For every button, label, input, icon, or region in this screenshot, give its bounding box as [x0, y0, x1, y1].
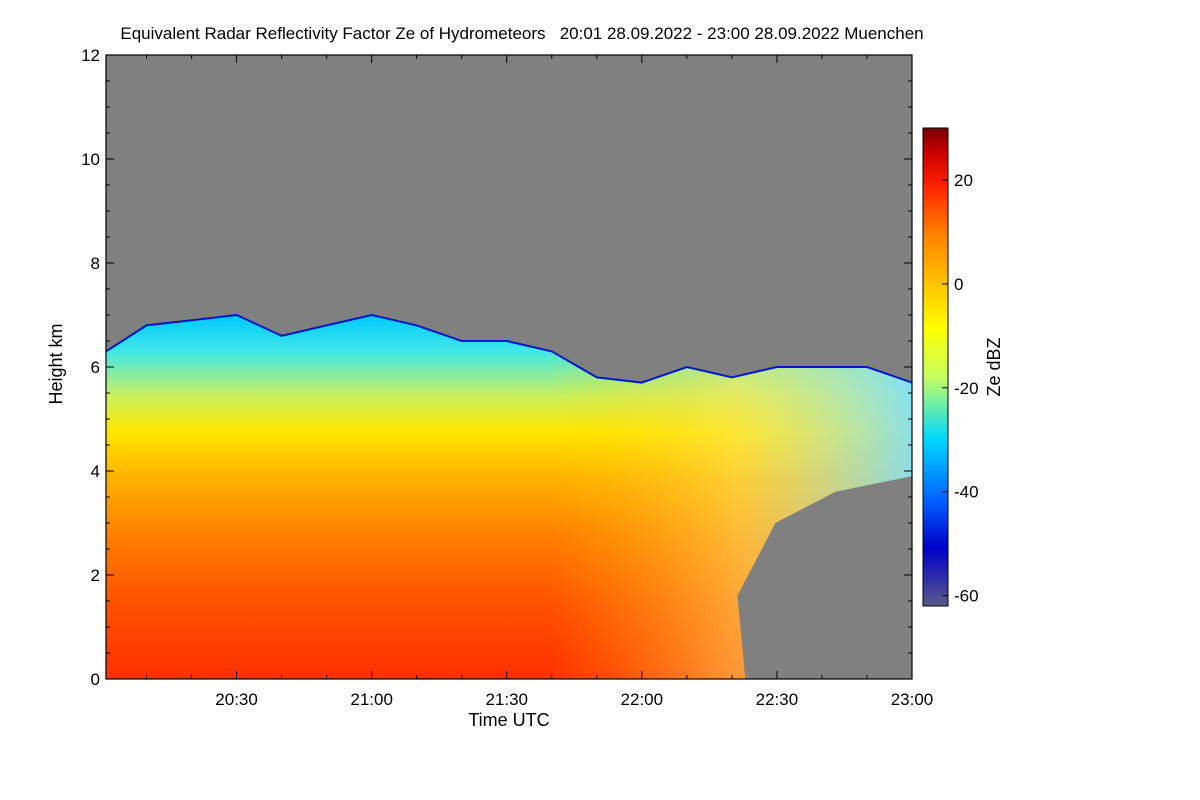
colorbar	[922, 127, 949, 607]
x-tick-label: 23:00	[891, 690, 934, 709]
y-tick-label: 12	[81, 46, 100, 65]
echo-fade	[106, 315, 912, 679]
colorbar-ticks: 20 0 -20 -40 -60	[942, 171, 979, 606]
echo-top-line	[106, 313, 912, 384]
y-axis-label: Height km	[46, 323, 66, 404]
colorbar-tick-label: -20	[954, 379, 979, 398]
x-axis-label: Time UTC	[468, 710, 549, 730]
echo-layer	[106, 313, 912, 679]
colorbar-tick-label: -60	[954, 587, 979, 606]
y-axis: 0 2 4 6 8 10 12	[81, 46, 912, 689]
x-tick-label: 22:30	[756, 690, 799, 709]
colorbar-tick-label: 20	[954, 171, 973, 190]
x-tick-label: 20:30	[215, 690, 258, 709]
y-tick-label: 4	[91, 462, 100, 481]
colorbar-label: Ze dBZ	[984, 337, 1004, 396]
y-tick-label: 0	[91, 670, 100, 689]
y-tick-label: 6	[91, 358, 100, 377]
y-tick-label: 10	[81, 150, 100, 169]
x-tick-label: 21:30	[485, 690, 528, 709]
echo-gap	[737, 476, 912, 679]
colorbar-tick-label: 0	[954, 275, 963, 294]
x-tick-label: 22:00	[621, 690, 664, 709]
y-tick-label: 8	[91, 254, 100, 273]
x-tick-label: 21:00	[350, 690, 393, 709]
chart-title: Equivalent Radar Reflectivity Factor Ze …	[120, 24, 923, 43]
y-tick-label: 2	[91, 566, 100, 585]
colorbar-tick-label: -40	[954, 483, 979, 502]
x-axis: 20:30 21:00 21:30 22:00 22:30 23:00	[146, 55, 934, 709]
